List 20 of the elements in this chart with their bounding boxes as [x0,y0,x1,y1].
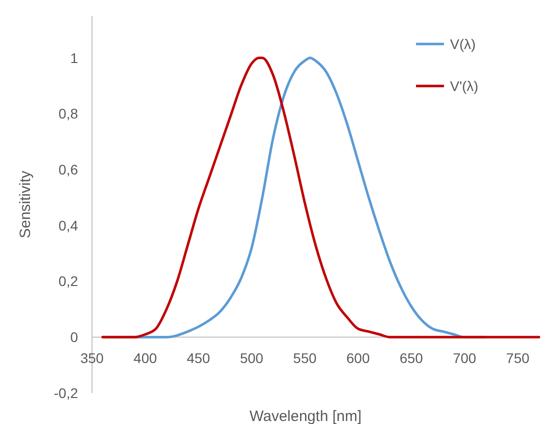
x-axis-title: Wavelength [nm] [250,408,362,424]
x-tick-label: 600 [346,350,370,366]
y-tick-label: 1 [70,50,78,66]
x-tick-label: 400 [134,350,158,366]
x-tick-label: 350 [80,350,104,366]
x-tick-label: 550 [293,350,317,366]
y-tick-label: 0,6 [58,161,78,178]
x-tick-label: 500 [240,350,264,366]
x-tick-label: 700 [452,350,476,366]
y-tick-label: -0,2 [54,384,78,401]
y-tick-label: 0,2 [58,273,78,290]
x-tick-label: 650 [400,350,424,366]
x-tick-label: 450 [186,350,210,366]
y-tick-label: 0 [70,329,78,346]
y-axis-title: Sensitivity [17,170,34,238]
legend-label: V(λ) [450,36,476,52]
y-tick-label: 0,8 [58,106,78,122]
legend-label: V'(λ) [450,78,478,94]
x-tick-label: 750 [506,350,530,366]
y-tick-label: 0,4 [58,217,78,234]
